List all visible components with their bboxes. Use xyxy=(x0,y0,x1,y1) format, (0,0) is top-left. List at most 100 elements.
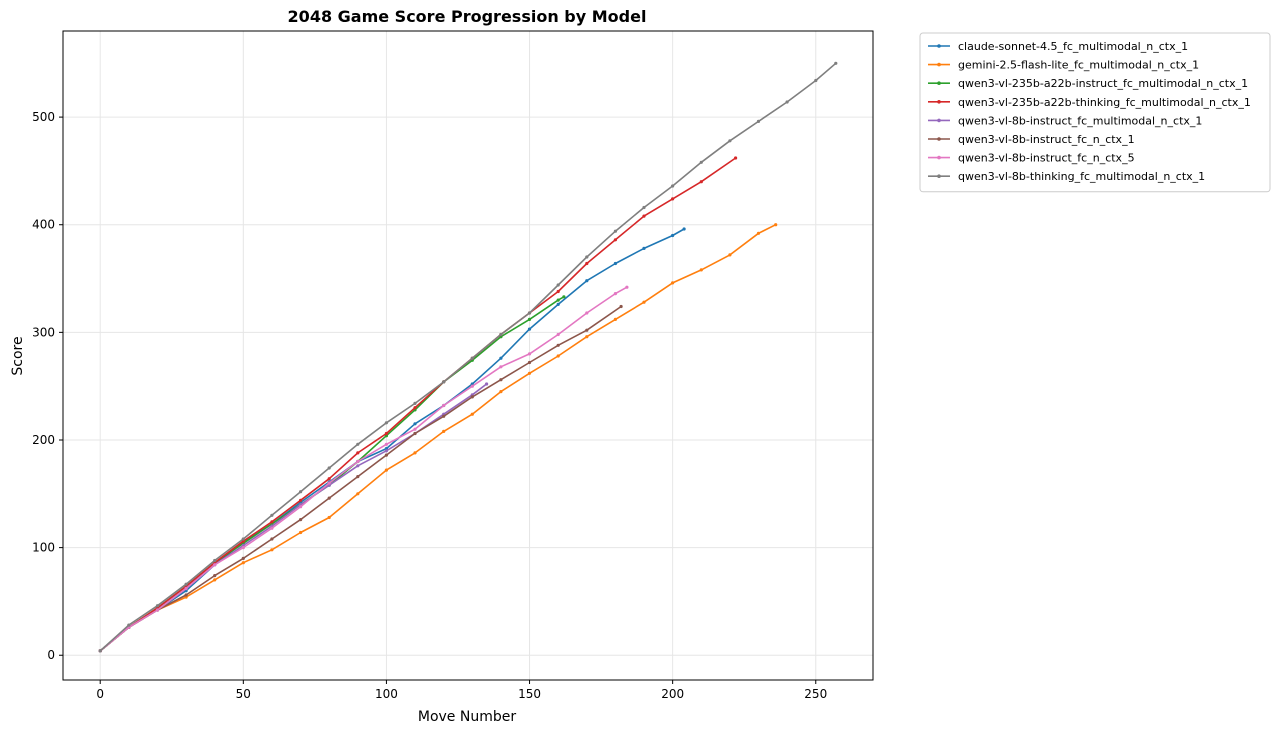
y-tick-label: 0 xyxy=(47,648,55,662)
data-point xyxy=(299,498,303,502)
data-point xyxy=(556,332,560,337)
data-point xyxy=(213,558,217,563)
data-point xyxy=(527,327,532,331)
data-point xyxy=(127,623,131,627)
x-axis-title: Move Number xyxy=(418,709,516,725)
legend-label: qwen3-vl-235b-a22b-thinking_fc_multimoda… xyxy=(958,96,1251,109)
data-point xyxy=(785,100,789,104)
data-point xyxy=(671,281,675,285)
data-point xyxy=(699,268,703,272)
data-point xyxy=(470,384,474,388)
grid xyxy=(63,31,873,680)
plot-frame xyxy=(62,30,874,681)
data-point xyxy=(356,451,360,455)
data-point xyxy=(98,649,102,653)
data-point xyxy=(527,311,532,315)
data-point xyxy=(384,453,388,457)
data-point xyxy=(671,197,675,201)
data-point xyxy=(213,574,217,578)
legend-label: qwen3-vl-8b-thinking_fc_multimodal_n_ctx… xyxy=(958,170,1205,183)
legend-marker xyxy=(937,81,941,85)
data-point xyxy=(734,156,738,160)
data-point xyxy=(270,520,274,524)
data-point xyxy=(625,285,629,289)
data-point xyxy=(213,563,217,567)
data-point xyxy=(270,548,274,552)
data-point xyxy=(774,223,778,227)
data-point xyxy=(585,328,589,332)
data-point xyxy=(556,343,560,347)
data-point xyxy=(728,139,732,143)
data-point xyxy=(499,378,503,382)
legend-marker xyxy=(937,155,941,160)
data-point xyxy=(728,253,732,257)
y-tick-label: 200 xyxy=(32,433,55,447)
y-tick-label: 300 xyxy=(32,325,55,339)
data-point xyxy=(556,298,560,302)
series-layer xyxy=(98,61,838,653)
data-point xyxy=(327,477,331,481)
data-point xyxy=(413,451,417,455)
data-point xyxy=(184,593,188,597)
data-point xyxy=(527,352,532,356)
data-point xyxy=(671,184,675,188)
data-point xyxy=(384,431,388,436)
data-point xyxy=(613,261,618,266)
data-point xyxy=(642,300,646,304)
data-point xyxy=(756,119,761,123)
y-tick-label: 100 xyxy=(32,541,55,555)
data-point xyxy=(499,332,503,337)
data-point xyxy=(270,526,274,530)
x-tick-label: 0 xyxy=(96,687,104,701)
legend-label: gemini-2.5-flash-lite_fc_multimodal_n_ct… xyxy=(958,59,1199,72)
data-point xyxy=(682,227,686,231)
y-tick-label: 500 xyxy=(32,110,55,124)
series-line xyxy=(99,62,837,652)
data-point xyxy=(527,360,532,365)
series-qwen3-vl-8b-instruct_fc_n_ctx_5 xyxy=(98,285,629,653)
y-axis: 0 100 200 300 400 500 xyxy=(32,110,63,662)
x-tick-label: 50 xyxy=(236,687,251,701)
data-point xyxy=(356,492,360,496)
data-point xyxy=(384,421,388,425)
data-point xyxy=(499,356,503,360)
legend-box xyxy=(919,32,1271,193)
data-point xyxy=(327,515,331,520)
x-tick-label: 250 xyxy=(804,687,827,701)
legend-label: qwen3-vl-8b-instruct_fc_n_ctx_1 xyxy=(958,133,1135,146)
data-point xyxy=(642,214,646,218)
data-point xyxy=(499,390,503,394)
legend-marker xyxy=(937,100,941,104)
data-point xyxy=(384,468,388,472)
data-point xyxy=(485,382,489,386)
data-point xyxy=(270,537,274,541)
data-point xyxy=(527,371,532,375)
series-line xyxy=(99,223,777,652)
data-point xyxy=(241,556,245,561)
data-point xyxy=(834,61,838,65)
series-gemini-2.5-flash-lite_fc_multimodal_n_ctx_1 xyxy=(98,223,778,653)
data-point xyxy=(613,292,618,296)
data-point xyxy=(327,496,331,500)
data-point xyxy=(442,403,446,408)
data-point xyxy=(619,304,623,309)
series-line xyxy=(99,305,622,652)
data-point xyxy=(642,205,646,210)
data-point xyxy=(585,261,589,266)
legend: claude-sonnet-4.5_fc_multimodal_n_ctx_1g… xyxy=(919,32,1271,193)
data-point xyxy=(356,464,360,468)
data-point xyxy=(241,546,245,550)
data-point xyxy=(585,255,589,259)
data-point xyxy=(356,442,360,446)
x-tick-label: 150 xyxy=(518,687,541,701)
data-point xyxy=(413,431,417,436)
data-point xyxy=(699,180,703,184)
data-point xyxy=(299,490,303,494)
data-point xyxy=(299,530,303,535)
data-point xyxy=(241,537,245,541)
data-point xyxy=(155,608,160,612)
legend-marker xyxy=(937,174,941,178)
data-point xyxy=(213,578,217,582)
chart-title: 2048 Game Score Progression by Model xyxy=(288,7,647,26)
data-point xyxy=(442,414,446,418)
